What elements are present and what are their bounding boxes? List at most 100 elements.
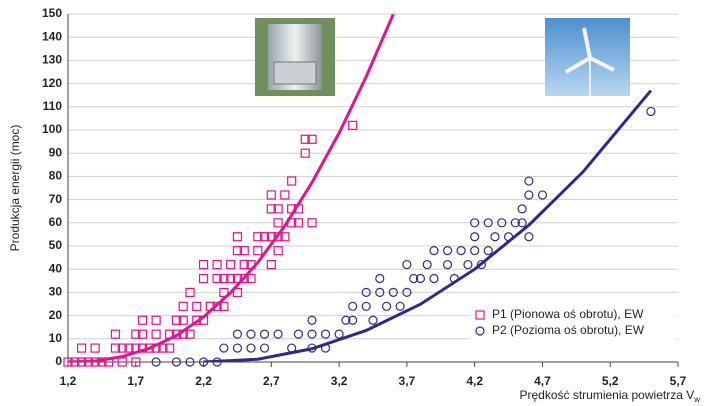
point — [151, 357, 161, 367]
y-tick-label: 20 — [49, 308, 63, 322]
point — [219, 301, 229, 311]
point — [178, 329, 188, 339]
point — [409, 273, 419, 284]
point — [205, 301, 215, 311]
point — [287, 204, 297, 214]
point — [361, 301, 371, 311]
point — [320, 343, 331, 353]
legend-box — [470, 306, 676, 340]
point — [171, 357, 182, 367]
point — [212, 273, 222, 284]
y-tick-label: 100 — [42, 122, 62, 136]
point — [151, 315, 161, 325]
point — [246, 343, 256, 353]
legend-label: P1 (Pionowa oś obrotu), EW — [492, 307, 644, 321]
point — [185, 357, 195, 367]
point — [463, 259, 473, 270]
x-tick-label: 1,2 — [60, 374, 77, 388]
point — [165, 343, 175, 353]
point — [402, 259, 412, 270]
x-axis-title: Prędkość strumienia powietrza Vw — [519, 388, 700, 404]
point — [171, 329, 182, 339]
point — [273, 246, 283, 256]
point — [158, 343, 168, 353]
point — [300, 134, 310, 144]
point — [212, 259, 222, 270]
y-tick-label: 40 — [49, 261, 63, 275]
point — [259, 232, 270, 242]
y-tick-label: 10 — [49, 331, 63, 345]
point — [266, 259, 276, 270]
photo-horizontal-turbine — [545, 18, 630, 96]
point — [395, 301, 405, 311]
point — [131, 343, 141, 353]
point — [246, 259, 256, 270]
point — [497, 218, 507, 228]
point — [83, 357, 93, 367]
point — [266, 232, 276, 242]
y-tick-label: 120 — [42, 76, 62, 90]
point — [198, 259, 209, 270]
point — [429, 273, 439, 284]
point — [334, 329, 344, 339]
x-tick-label: 3,2 — [331, 374, 348, 388]
point — [131, 329, 141, 339]
point — [490, 232, 500, 242]
point — [232, 246, 243, 256]
grid: 0 10 20 30 40 50 60 70 80 90 100 110 120 130 140 150 1,2… — [42, 6, 687, 388]
point — [300, 148, 310, 158]
point — [76, 357, 87, 367]
y-tick-label: 110 — [43, 99, 63, 113]
trend-curve — [68, 14, 395, 362]
point — [239, 273, 249, 284]
point — [137, 315, 148, 325]
point — [415, 273, 426, 284]
point — [307, 218, 317, 228]
point — [470, 218, 480, 228]
point — [368, 315, 378, 325]
point — [198, 273, 209, 284]
point — [137, 343, 148, 353]
point — [470, 246, 480, 256]
point — [246, 329, 256, 339]
legend-label: P2 (Pozioma oś obrotu), EW — [492, 323, 645, 337]
trend-curve — [203, 89, 653, 362]
point — [442, 246, 453, 256]
point — [259, 343, 270, 353]
point — [70, 357, 80, 367]
y-axis-title: Produkcja energii (moc) — [8, 125, 22, 252]
point — [117, 343, 127, 353]
point — [192, 301, 202, 311]
point — [104, 357, 114, 367]
point — [226, 259, 236, 270]
y-tick-label: 150 — [42, 6, 62, 20]
x-tick-label: 2,7 — [263, 374, 280, 388]
point — [76, 343, 87, 353]
point — [517, 218, 527, 228]
point — [375, 273, 385, 284]
y-tick-label: 60 — [49, 215, 63, 229]
point — [524, 190, 534, 200]
point — [537, 190, 548, 200]
point — [348, 120, 358, 130]
point — [198, 357, 209, 367]
point — [429, 246, 439, 256]
photo-vertical-turbine — [255, 18, 335, 96]
point — [646, 106, 656, 117]
point — [476, 259, 487, 270]
point — [212, 301, 222, 311]
point — [185, 329, 195, 339]
point — [442, 259, 453, 270]
point — [232, 343, 243, 353]
point — [239, 259, 249, 270]
y-tick-label: 0 — [55, 354, 62, 368]
x-tick-label: 3,7 — [399, 374, 416, 388]
point — [131, 357, 141, 367]
y-tick-label: 30 — [49, 285, 63, 299]
point — [273, 204, 283, 214]
point — [375, 287, 385, 297]
point — [280, 190, 290, 200]
point — [293, 204, 304, 214]
point — [117, 357, 127, 367]
point — [307, 134, 317, 144]
